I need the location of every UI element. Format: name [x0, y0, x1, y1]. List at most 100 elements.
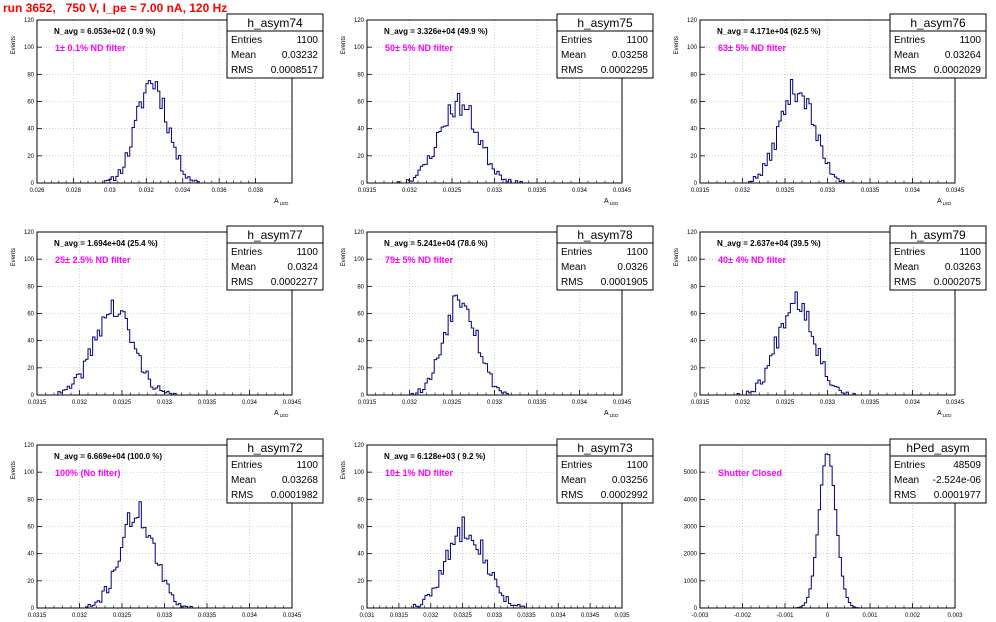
y-tick-label: 100 [687, 45, 698, 51]
y-tick-label: 100 [24, 470, 35, 476]
x-tick-label: 0.032 [423, 613, 439, 619]
x-tick-label: 0.0335 [517, 613, 536, 619]
stats-label: Entries [231, 35, 262, 46]
x-tick-label: 0.036 [212, 188, 228, 194]
x-tick-label: 0.0325 [113, 613, 132, 619]
navg-label: N_avg = 2.637e+04 (39.5 %) [717, 239, 821, 248]
x-tick-label: 0.031 [359, 613, 375, 619]
y-tick-label: 40 [27, 339, 34, 345]
y-tick-label: 80 [27, 284, 34, 290]
y-tick-label: 40 [690, 127, 697, 133]
stats-title: h_asym73 [577, 441, 633, 455]
panel-hPed_asym: -0.003 -0.002 -0.001 0 0.001 0.002 0.003 0 1000 2… [684, 438, 987, 619]
x-tick-label: 0.0345 [581, 613, 600, 619]
stats-value: 1100 [626, 35, 648, 46]
x-tick-label: 0.03 [104, 188, 116, 194]
x-tick-label: 0.0315 [358, 188, 377, 194]
y-tick-label: 40 [27, 552, 34, 558]
x-tick-label: 0.0315 [358, 400, 377, 406]
y-tick-label: 60 [27, 100, 34, 106]
stats-label: Mean [894, 50, 919, 61]
x-tick-label: 0.0325 [776, 188, 795, 194]
stats-value: 0.0324 [287, 262, 318, 273]
navg-label: N_avg = 6.669e+04 (100.0 %) [54, 452, 162, 461]
histogram-line [37, 299, 292, 396]
y-tick-label: 100 [24, 257, 35, 263]
y-axis-title: Events [341, 461, 347, 479]
stats-box [556, 225, 654, 291]
stats-box [226, 225, 324, 291]
y-tick-label: 100 [354, 45, 365, 51]
y-tick-label: 80 [690, 72, 697, 78]
stats-value: 0.03268 [282, 475, 319, 486]
x-tick-label: 0.033 [820, 188, 836, 194]
x-axis-title: ALED [937, 198, 952, 206]
x-tick-label: 0.032 [402, 188, 418, 194]
x-tick-label: 0.0345 [613, 188, 632, 194]
stats-value: 0.03256 [612, 475, 649, 486]
x-tick-label: 0.032 [72, 400, 88, 406]
x-tick-label: 0.034 [242, 613, 258, 619]
x-tick-label: 0.0325 [443, 188, 462, 194]
y-axis-title: Events [674, 36, 680, 54]
x-tick-label: 0.034 [905, 188, 921, 194]
y-tick-label: 20 [357, 366, 364, 372]
y-tick-label: 120 [24, 230, 35, 236]
x-tick-label: 0.0335 [198, 613, 217, 619]
stats-label: RMS [231, 277, 254, 288]
panel-h_asym72: 0.0315 0.032 0.0325 0.033 0.0335 0.034 0.0345 0… [11, 438, 324, 619]
stats-label: RMS [561, 490, 584, 501]
stats-label: Mean [894, 262, 919, 273]
y-tick-label: 0 [694, 606, 698, 612]
x-tick-label: 0.032 [139, 188, 155, 194]
navg-label: N_avg = 1.694e+04 (25.4 %) [54, 239, 158, 248]
stats-value: 1100 [959, 247, 981, 258]
panel-h_asym79: 0.0315 0.032 0.0325 0.033 0.0335 0.034 0.0345 0… [674, 225, 987, 418]
x-tick-label: 0.032 [735, 400, 751, 406]
y-tick-label: 0 [31, 181, 35, 187]
y-tick-label: 40 [690, 339, 697, 345]
y-tick-label: 80 [357, 497, 364, 503]
stats-title: h_asym79 [910, 228, 966, 242]
x-tick-label: 0.032 [72, 613, 88, 619]
navg-label: N_avg = 5.241e+04 (78.6 %) [384, 239, 488, 248]
y-tick-label: 40 [357, 127, 364, 133]
x-tick-label: 0.034 [572, 400, 588, 406]
y-axis-title: Events [674, 248, 680, 266]
stats-value: 1100 [959, 35, 981, 46]
x-tick-label: 0.026 [29, 188, 45, 194]
stats-label: Mean [231, 475, 256, 486]
y-tick-label: 0 [31, 393, 35, 399]
y-tick-label: 20 [357, 579, 364, 585]
stats-box [226, 438, 324, 504]
y-tick-label: 60 [357, 525, 364, 531]
y-tick-label: 60 [27, 312, 34, 318]
x-axis-title: ALED [604, 198, 619, 206]
x-tick-label: 0.0315 [28, 613, 47, 619]
y-tick-label: 0 [361, 181, 365, 187]
stats-title: hPed_asym [906, 441, 969, 455]
x-tick-label: 0.032 [735, 188, 751, 194]
y-tick-label: 40 [357, 552, 364, 558]
stats-label: Mean [231, 50, 256, 61]
y-tick-label: 60 [690, 312, 697, 318]
y-tick-label: 20 [27, 579, 34, 585]
x-axis-title: ALED [937, 410, 952, 418]
stats-value: 1100 [626, 247, 648, 258]
x-tick-label: 0.0345 [613, 400, 632, 406]
stats-title: h_asym76 [910, 16, 966, 30]
stats-value: 0.03263 [945, 262, 982, 273]
y-tick-label: 2000 [684, 552, 698, 558]
stats-value: -2.524e-06 [933, 475, 982, 486]
y-tick-label: 0 [694, 181, 698, 187]
y-tick-label: 3000 [684, 525, 698, 531]
stats-label: Entries [894, 35, 925, 46]
x-axis-title: ALED [274, 198, 289, 206]
stats-value: 48509 [953, 460, 981, 471]
stats-box [889, 225, 987, 291]
panel-h_asym74: 0.026 0.028 0.03 0.032 0.034 0.036 0.038 0 20 40 6… [11, 13, 324, 206]
y-tick-label: 60 [357, 100, 364, 106]
x-tick-label: 0.038 [248, 188, 264, 194]
y-tick-label: 120 [354, 443, 365, 449]
